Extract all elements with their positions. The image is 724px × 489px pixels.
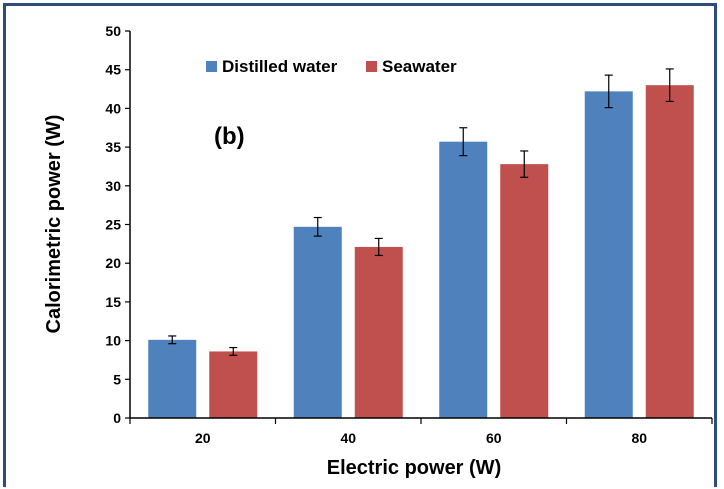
error-bar-distilled-water-80 bbox=[604, 74, 613, 109]
error-bar-distilled-water-40 bbox=[313, 216, 322, 237]
x-tick-label: 60 bbox=[486, 430, 502, 446]
y-tick-label: 15 bbox=[105, 294, 121, 310]
x-tick-label: 40 bbox=[340, 430, 356, 446]
legend-label-distilled-water: Distilled water bbox=[222, 57, 338, 76]
y-ticks: 0 5 10 15 20 25 30 35 40 45 50 bbox=[105, 23, 130, 426]
bar-distilled-water-40 bbox=[293, 226, 342, 418]
x-ticks: 20 40 60 80 bbox=[129, 418, 713, 446]
x-tick-label: 80 bbox=[631, 430, 647, 446]
y-tick-label: 20 bbox=[105, 255, 121, 271]
y-tick-label: 50 bbox=[105, 23, 121, 39]
legend: Distilled water Seawater bbox=[206, 57, 457, 76]
y-tick-label: 30 bbox=[105, 178, 121, 194]
panel-annotation: (b) bbox=[214, 123, 245, 150]
y-tick-label: 35 bbox=[105, 139, 121, 155]
x-tick-label: 20 bbox=[195, 430, 211, 446]
legend-swatch-seawater bbox=[366, 61, 377, 72]
y-tick-label: 40 bbox=[105, 100, 121, 116]
error-bars-layer bbox=[168, 68, 674, 356]
y-tick-label: 25 bbox=[105, 217, 121, 233]
error-bar-distilled-water-60 bbox=[459, 127, 468, 157]
bars-layer bbox=[148, 85, 694, 419]
error-bar-seawater-40 bbox=[374, 237, 383, 257]
y-tick-label: 45 bbox=[105, 62, 121, 78]
y-tick-label: 0 bbox=[113, 410, 121, 426]
bar-seawater-80 bbox=[645, 85, 694, 419]
bar-seawater-20 bbox=[209, 351, 258, 418]
legend-swatch-distilled-water bbox=[206, 61, 217, 72]
error-bar-distilled-water-20 bbox=[168, 335, 177, 345]
bar-distilled-water-80 bbox=[584, 91, 633, 418]
bar-seawater-40 bbox=[354, 246, 403, 418]
x-axis-title: Electric power (W) bbox=[327, 457, 501, 479]
bar-distilled-water-60 bbox=[439, 141, 488, 418]
chart-frame bbox=[3, 3, 717, 487]
y-tick-label: 5 bbox=[113, 371, 121, 387]
error-bar-seawater-80 bbox=[665, 68, 674, 103]
error-bar-seawater-60 bbox=[520, 150, 529, 178]
bar-distilled-water-20 bbox=[148, 339, 197, 418]
bar-seawater-60 bbox=[500, 164, 549, 418]
error-bar-seawater-20 bbox=[229, 346, 238, 356]
y-tick-label: 10 bbox=[105, 333, 121, 349]
y-axis-title: Calorimetric power (W) bbox=[43, 115, 65, 334]
legend-label-seawater: Seawater bbox=[382, 57, 457, 76]
